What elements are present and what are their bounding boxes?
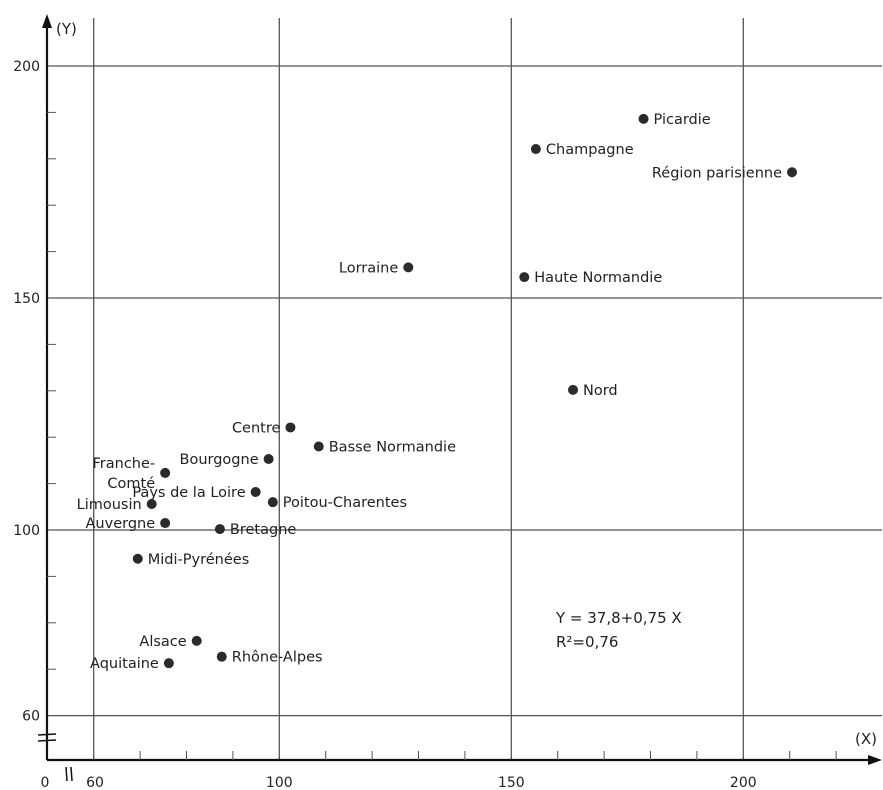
x-tick-label: 60: [86, 775, 104, 790]
regression-equation: Y = 37,8+0,75 X: [555, 609, 682, 627]
x-axis-break-mark: [65, 766, 68, 782]
point-label: Auvergne: [86, 516, 156, 532]
point-label: Bourgogne: [180, 452, 259, 468]
data-point: [160, 467, 171, 478]
data-point: [313, 441, 324, 452]
annotations: Y = 37,8+0,75 X R²=0,76: [555, 609, 682, 651]
point-label: Champagne: [546, 142, 634, 158]
data-point: [160, 518, 171, 529]
data-point: [191, 635, 202, 646]
point-label: Picardie: [654, 112, 711, 128]
point-label: Centre: [232, 420, 281, 436]
y-tick-label: 150: [13, 291, 40, 307]
r-squared-annotation: R²=0,76: [556, 633, 618, 651]
x-tick-label: 150: [498, 775, 525, 790]
data-point: [403, 262, 414, 273]
y-tick-label: 100: [13, 523, 40, 539]
point-label: Alsace: [139, 634, 186, 650]
point-label: Aquitaine: [90, 656, 159, 672]
data-point: [787, 167, 798, 178]
point-label: Rhône-Alpes: [232, 650, 323, 666]
data-point: [519, 272, 530, 283]
data-point: [146, 499, 157, 510]
point-label: Bretagne: [230, 522, 296, 538]
point-label: Nord: [583, 383, 618, 399]
data-point: [214, 524, 225, 535]
data-point: [250, 486, 261, 497]
y-axis-label: (Y): [56, 20, 77, 38]
data-point: [263, 454, 274, 465]
x-axis-break-mark: [70, 766, 73, 782]
axes: [37, 14, 882, 782]
data-point: [216, 651, 227, 662]
x-axis-label: (X): [855, 730, 877, 748]
data-point: [285, 422, 296, 433]
y-axis-break-mark: [37, 739, 57, 742]
data-point: [568, 384, 579, 395]
point-label: Pays de la Loire: [132, 485, 245, 501]
x-tick-label: 100: [266, 775, 293, 790]
x-tick-label: 200: [730, 775, 757, 790]
tick-labels: 60 100 150 200 0 60 100 150 200 (Y) (X): [13, 20, 877, 790]
y-tick-label: 60: [22, 709, 40, 725]
point-label: Basse Normandie: [329, 439, 456, 455]
data-point: [132, 553, 143, 564]
y-tick-label: 200: [13, 59, 40, 75]
point-label: Région parisienne: [652, 165, 782, 181]
point-label: Haute Normandie: [534, 270, 662, 286]
point-label: Limousin: [77, 497, 142, 513]
grid-lines: [47, 18, 882, 760]
x-tick-label: 0: [41, 775, 50, 790]
y-axis-arrow: [42, 14, 52, 28]
data-point: [163, 658, 174, 669]
data-point: [267, 497, 278, 508]
data-points: Picardie Champagne Région parisienne Lorrai…: [77, 112, 798, 672]
data-point: [530, 144, 541, 155]
x-axis-arrow: [868, 755, 882, 765]
point-label: Poitou-Charentes: [283, 495, 407, 511]
data-point: [638, 113, 649, 124]
point-label: Franche-Comté: [93, 456, 156, 492]
y-axis-break-mark: [37, 733, 57, 736]
point-label: Lorraine: [339, 260, 398, 276]
point-label: Midi-Pyrénées: [148, 552, 249, 568]
